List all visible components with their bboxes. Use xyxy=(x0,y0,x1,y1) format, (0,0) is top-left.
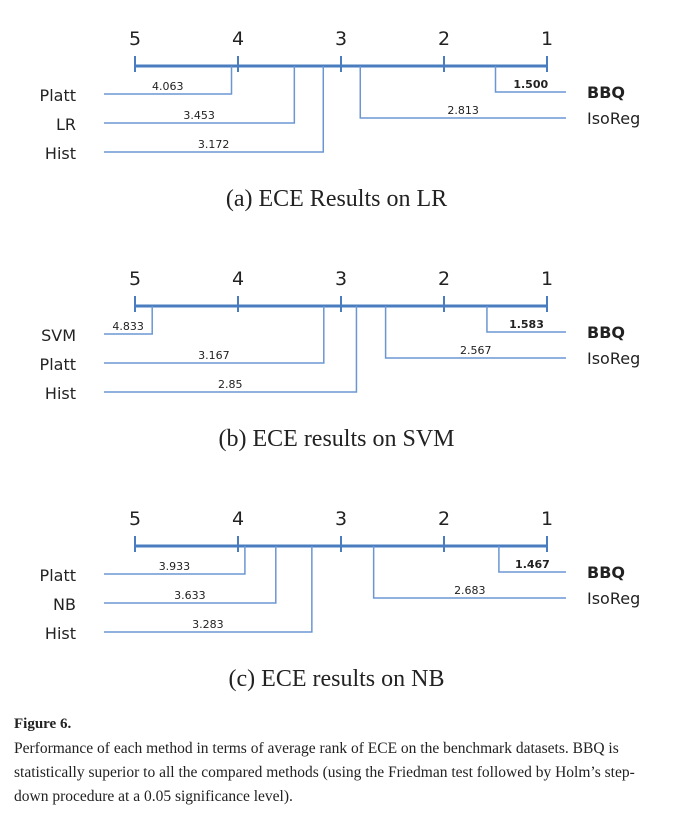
method-label: IsoReg xyxy=(587,109,640,128)
rank-value-label: 3.633 xyxy=(174,589,206,602)
panel-c-caption: (c) ECE results on NB xyxy=(228,666,445,692)
tick-label: 4 xyxy=(232,268,244,290)
method-label: Hist xyxy=(45,624,76,643)
method-label: Platt xyxy=(40,566,76,585)
method-label: Hist xyxy=(45,384,76,403)
rank-connector xyxy=(104,66,325,153)
rank-connector xyxy=(104,546,246,575)
rank-connector xyxy=(384,306,566,359)
method-label: Hist xyxy=(45,144,76,163)
cd-diagram-a: 5 4 3 2 1 Platt 4.063 LR 3.453 Hist 3.172 BBQ 1.500 I… xyxy=(40,28,641,163)
tick-label: 3 xyxy=(335,268,347,290)
tick-label: 1 xyxy=(541,508,553,530)
rank-value-label: 3.283 xyxy=(192,618,224,631)
rank-value-label: 2.813 xyxy=(447,104,479,117)
panel-a: 5 4 3 2 1 Platt 4.063 LR 3.453 Hist 3.172 BBQ 1.500 I… xyxy=(0,0,673,212)
rank-value-label: 4.063 xyxy=(152,80,184,93)
method-label: IsoReg xyxy=(587,589,640,608)
tick-label: 3 xyxy=(335,508,347,530)
method-label: SVM xyxy=(41,326,76,345)
rank-value-label: 1.583 xyxy=(509,318,544,331)
method-label: Platt xyxy=(40,86,76,105)
tick-label: 5 xyxy=(129,268,141,290)
rank-value-label: 1.467 xyxy=(515,558,550,571)
rank-connector xyxy=(104,66,296,124)
method-label: NB xyxy=(53,595,76,614)
method-label: LR xyxy=(56,115,76,134)
tick-label: 5 xyxy=(129,508,141,530)
rank-connector xyxy=(498,546,566,573)
method-label: BBQ xyxy=(587,563,625,582)
panel-a-caption: (a) ECE Results on LR xyxy=(225,186,448,212)
rank-value-label: 2.567 xyxy=(460,344,492,357)
rank-value-label: 3.453 xyxy=(183,109,215,122)
method-label: BBQ xyxy=(587,83,625,102)
method-label: IsoReg xyxy=(587,349,640,368)
cd-diagram-b: 5 4 3 2 1 SVM 4.833 Platt 3.167 Hist 2.85 BBQ 1.583 I… xyxy=(40,268,641,403)
tick-label: 2 xyxy=(438,268,450,290)
rank-connector xyxy=(494,66,566,93)
figure-text: Performance of each method in terms of a… xyxy=(14,740,635,805)
rank-value-label: 3.167 xyxy=(198,349,230,362)
tick-label: 4 xyxy=(232,28,244,50)
cd-diagram-c: 5 4 3 2 1 Platt 3.933 NB 3.633 Hist 3.283 BBQ 1.467 I… xyxy=(40,508,641,643)
rank-value-label: 2.85 xyxy=(218,378,243,391)
tick-label: 4 xyxy=(232,508,244,530)
method-label: Platt xyxy=(40,355,76,374)
rank-connector xyxy=(104,306,358,393)
rank-connector xyxy=(372,546,566,599)
panel-c: 5 4 3 2 1 Platt 3.933 NB 3.633 Hist 3.283 BBQ 1.467 I… xyxy=(0,480,673,692)
rank-connector xyxy=(359,66,566,119)
tick-label: 2 xyxy=(438,508,450,530)
rank-value-label: 2.683 xyxy=(454,584,486,597)
rank-connector xyxy=(486,306,566,333)
tick-label: 5 xyxy=(129,28,141,50)
figure-caption: Figure 6. Performance of each method in … xyxy=(14,716,664,809)
rank-value-label: 3.172 xyxy=(198,138,230,151)
tick-label: 2 xyxy=(438,28,450,50)
rank-connector xyxy=(104,546,277,604)
tick-label: 1 xyxy=(541,28,553,50)
rank-value-label: 1.500 xyxy=(513,78,548,91)
tick-label: 1 xyxy=(541,268,553,290)
rank-connector xyxy=(104,306,325,364)
method-label: BBQ xyxy=(587,323,625,342)
figure-label: Figure 6. xyxy=(14,716,72,732)
rank-connector xyxy=(104,546,313,633)
rank-connector xyxy=(104,66,233,95)
rank-value-label: 4.833 xyxy=(112,320,144,333)
rank-connector xyxy=(104,306,153,335)
panel-b-caption: (b) ECE results on SVM xyxy=(218,426,455,452)
panel-b: 5 4 3 2 1 SVM 4.833 Platt 3.167 Hist 2.85 BBQ 1.583 I… xyxy=(0,240,673,452)
rank-value-label: 3.933 xyxy=(159,560,191,573)
tick-label: 3 xyxy=(335,28,347,50)
